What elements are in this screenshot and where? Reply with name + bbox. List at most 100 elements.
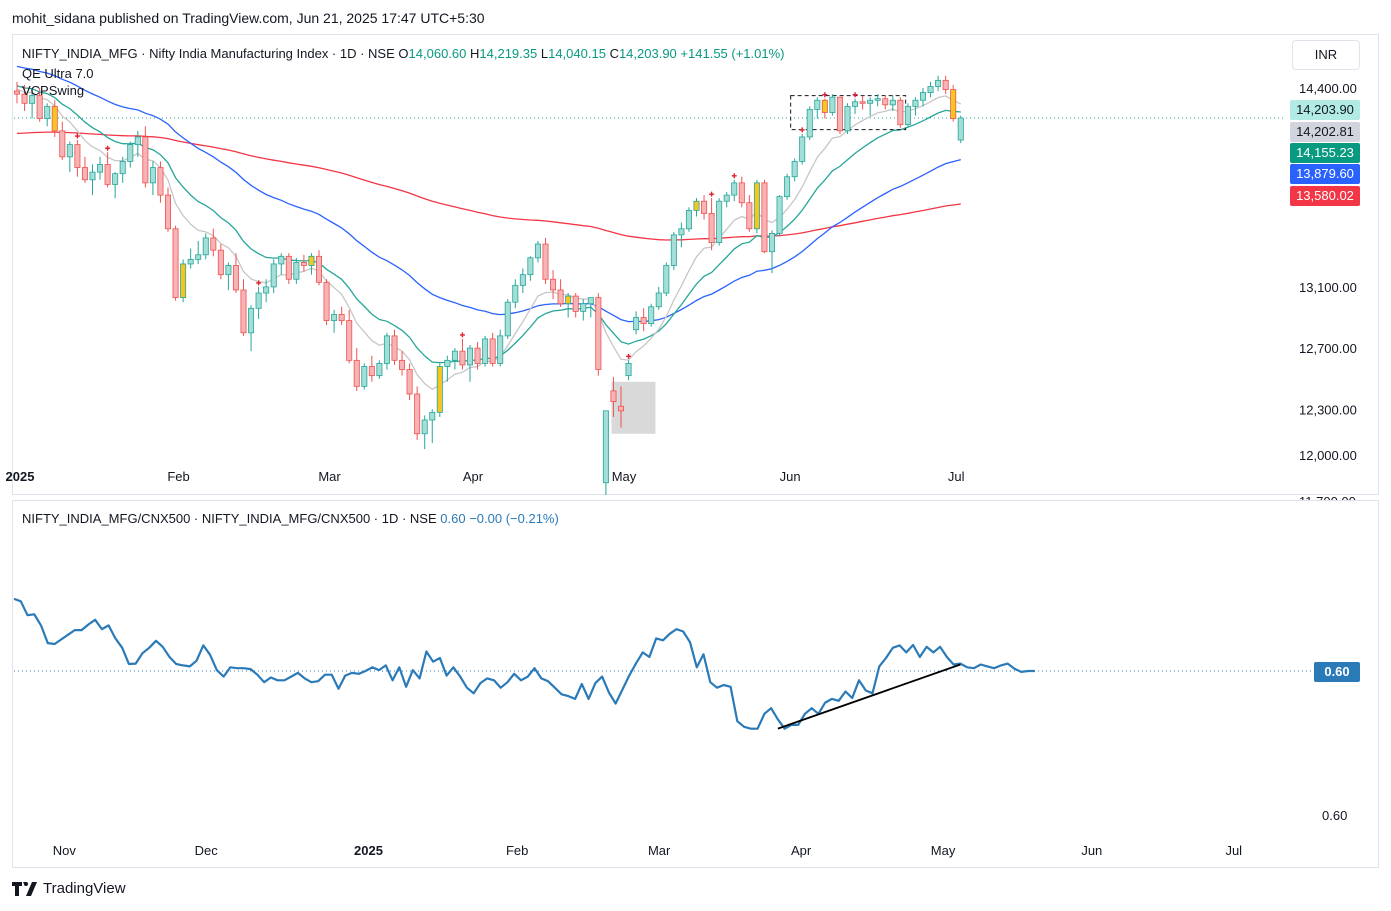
candle-body: [195, 254, 202, 260]
indicator-qe-ultra[interactable]: QE Ultra 7.0: [22, 66, 94, 81]
candle: [104, 152, 111, 188]
candle: [59, 121, 66, 160]
y-tick-label: 12,000.00: [1299, 448, 1357, 463]
candle-body: [89, 171, 96, 181]
candle-body: [240, 289, 247, 334]
candle: [383, 332, 390, 370]
candle: [663, 262, 670, 297]
candle-body: [655, 292, 662, 308]
legend-symbol[interactable]: NIFTY_INDIA_MFG · Nifty India Manufactur…: [22, 46, 395, 61]
candle-body: [723, 194, 730, 202]
candle: [497, 329, 504, 367]
candle: [142, 126, 149, 188]
candle-body: [497, 335, 504, 364]
candle: [127, 141, 134, 168]
candle: [859, 95, 866, 110]
indicator-vcpswing[interactable]: VCPSwing: [22, 83, 85, 98]
x-tick-label: Mar: [318, 469, 341, 484]
candle: [225, 262, 232, 290]
candle: [587, 297, 594, 318]
candle-body: [806, 109, 813, 138]
publish-info: mohit_sidana published on TradingView.co…: [12, 10, 485, 26]
candle-body: [572, 295, 579, 312]
candle-body: [44, 105, 51, 120]
candle: [565, 293, 572, 318]
candle-body: [248, 307, 255, 334]
candle-body: [104, 164, 111, 185]
candle: [670, 231, 677, 271]
candle-body: [474, 347, 481, 364]
candle-body: [829, 96, 836, 113]
candle: [331, 309, 338, 333]
ratio-legend-symbol[interactable]: NIFTY_INDIA_MFG/CNX500 · NIFTY_INDIA_MFG…: [22, 511, 437, 526]
candle-body: [519, 274, 526, 286]
candle: [920, 88, 927, 107]
candle-body: [701, 200, 708, 214]
candle-body: [746, 202, 753, 230]
tradingview-brand[interactable]: TradingView: [12, 880, 126, 897]
candle-body: [904, 105, 911, 126]
signal-marker: [852, 92, 858, 98]
candle: [232, 253, 239, 294]
candle: [263, 279, 270, 303]
candle: [829, 94, 836, 116]
candle: [240, 279, 247, 336]
candle: [248, 305, 255, 352]
candle-body: [29, 95, 36, 104]
candle: [421, 415, 428, 450]
x-tick-label: 2025: [6, 469, 35, 484]
ratio-scale-label: 0.60: [1322, 808, 1348, 823]
candle-body: [66, 144, 73, 158]
candle: [300, 254, 307, 272]
candle: [112, 172, 119, 199]
candle: [806, 106, 813, 141]
ratio-legend-value: 0.60: [440, 511, 466, 526]
candle: [474, 341, 481, 370]
ratio-pane[interactable]: [12, 500, 1379, 868]
candle: [217, 244, 224, 280]
candle-body: [867, 99, 874, 104]
candle-body: [821, 99, 828, 113]
candle: [678, 222, 685, 248]
candle-body: [512, 284, 519, 303]
candle: [618, 386, 625, 428]
x-tick-label: Jun: [780, 469, 801, 484]
candle: [323, 279, 330, 326]
candle: [44, 103, 51, 127]
candle-body: [889, 99, 896, 106]
ratio-line: [13, 597, 1035, 730]
currency-button[interactable]: INR: [1292, 40, 1360, 70]
candle: [338, 306, 345, 326]
candle: [927, 81, 934, 98]
candle: [436, 363, 443, 417]
candle-body: [406, 369, 413, 395]
candle-body: [874, 98, 881, 101]
candle: [889, 95, 896, 111]
candle-body: [112, 173, 119, 185]
signal-marker: [105, 145, 111, 151]
candle-body: [414, 393, 421, 435]
candle-body: [776, 196, 783, 234]
candle-body: [308, 255, 315, 266]
candle: [904, 103, 911, 128]
candle-body: [13, 90, 20, 95]
candle: [97, 156, 104, 180]
candle: [550, 270, 557, 300]
candle: [134, 130, 141, 157]
candle-body: [716, 200, 723, 243]
candle-body: [625, 362, 632, 377]
candle: [293, 257, 300, 284]
ratio-last-tag: 0.60: [1314, 662, 1360, 682]
candle: [542, 237, 549, 284]
candle-body: [376, 362, 383, 377]
candle: [640, 308, 647, 332]
candle: [308, 253, 315, 275]
candle: [353, 348, 360, 391]
y-tick-label: 14,400.00: [1299, 81, 1357, 96]
candle-body: [708, 213, 715, 243]
candle: [466, 345, 473, 382]
candle: [278, 253, 285, 275]
candle: [512, 279, 519, 309]
